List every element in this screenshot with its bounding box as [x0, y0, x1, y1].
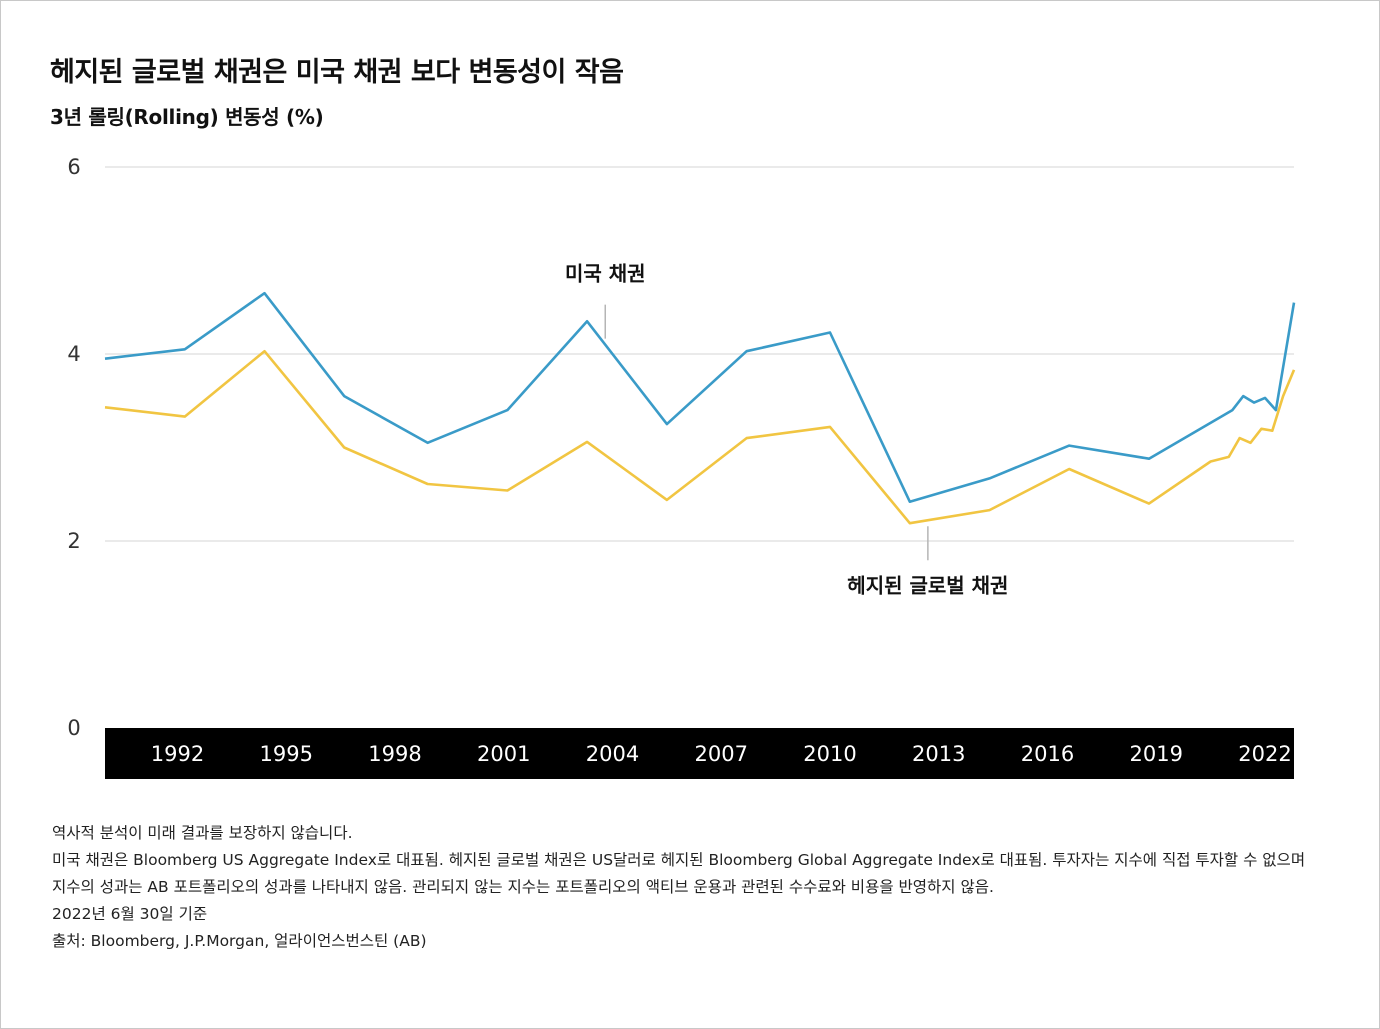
- chart-title: 헤지된 글로벌 채권은 미국 채권 보다 변동성이 작음: [50, 57, 624, 88]
- x-tick-label: 2007: [695, 742, 748, 766]
- x-tick-label: 2010: [803, 742, 856, 766]
- chart-subtitle: 3년 롤링(Rolling) 변동성 (%): [50, 105, 324, 129]
- x-axis: 1992 1995 1998 2001 2004 2007 2010 2013 2016 2019…: [151, 742, 1292, 766]
- y-axis: 0 2 4 6: [67, 155, 80, 740]
- footnote-disclaimer: 역사적 분석이 미래 결과를 보장하지 않습니다.: [52, 824, 353, 842]
- series-line-1: [104, 349, 1296, 525]
- x-tick-label: 1995: [260, 742, 313, 766]
- footnote-source: 출처: Bloomberg, J.P.Morgan, 얼라이언스번스틴 (AB): [52, 932, 427, 950]
- annotation-label: 미국 채권: [565, 262, 646, 286]
- x-tick-label: 1992: [151, 742, 204, 766]
- y-tick-label: 4: [67, 342, 80, 366]
- x-axis-band: [105, 728, 1294, 779]
- y-tick-label: 6: [67, 155, 80, 179]
- x-tick-label: 2004: [586, 742, 639, 766]
- y-tick-label: 0: [67, 716, 80, 740]
- footnote-date: 2022년 6월 30일 기준: [52, 905, 208, 923]
- footnotes: 역사적 분석이 미래 결과를 보장하지 않습니다. 미국 채권은 Bloombe…: [52, 820, 1322, 955]
- annotation-label: 헤지된 글로벌 채권: [847, 573, 1008, 597]
- footnote-index-description: 미국 채권은 Bloomberg US Aggregate Index로 대표됨…: [52, 851, 1306, 896]
- grid-layer: [105, 166, 1294, 542]
- x-tick-label: 2013: [912, 742, 965, 766]
- x-tick-label: 2001: [477, 742, 530, 766]
- x-tick-label: 2016: [1021, 742, 1074, 766]
- x-tick-label: 2022: [1238, 742, 1291, 766]
- x-tick-label: 1998: [368, 742, 421, 766]
- y-tick-label: 2: [67, 529, 80, 553]
- line-chart: 0 2 4 6 1992 1995 1998 2001 2004 2007 2010 2013 201…: [67, 155, 1296, 779]
- series-layer: [104, 291, 1296, 525]
- x-tick-label: 2019: [1130, 742, 1183, 766]
- series-line-0: [104, 291, 1296, 504]
